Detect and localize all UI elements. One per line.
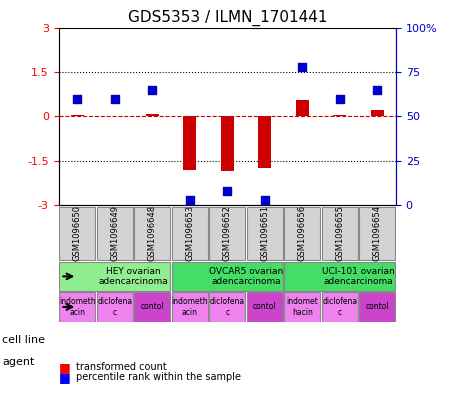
- FancyBboxPatch shape: [59, 292, 95, 321]
- Text: diclofena
c: diclofena c: [210, 297, 245, 317]
- Text: GSM1096654: GSM1096654: [373, 205, 382, 261]
- Text: diclofena
c: diclofena c: [97, 297, 132, 317]
- FancyBboxPatch shape: [134, 292, 170, 321]
- Point: [299, 64, 306, 70]
- Bar: [183, 116, 196, 170]
- Text: indometh
acin: indometh acin: [171, 297, 208, 317]
- Point: [186, 197, 194, 203]
- Text: GSM1096656: GSM1096656: [298, 205, 307, 261]
- Text: indomet
hacin: indomet hacin: [286, 297, 318, 317]
- FancyBboxPatch shape: [359, 207, 395, 260]
- FancyBboxPatch shape: [322, 207, 358, 260]
- Text: GSM1096648: GSM1096648: [148, 205, 157, 261]
- Bar: [371, 110, 384, 116]
- Bar: [258, 116, 271, 168]
- Text: GSM1096649: GSM1096649: [110, 205, 119, 261]
- Bar: [296, 100, 309, 116]
- Text: agent: agent: [2, 356, 35, 367]
- Bar: [220, 116, 234, 171]
- FancyBboxPatch shape: [359, 292, 395, 321]
- Text: contol: contol: [253, 303, 277, 312]
- FancyBboxPatch shape: [97, 292, 133, 321]
- FancyBboxPatch shape: [209, 292, 245, 321]
- FancyBboxPatch shape: [209, 207, 245, 260]
- FancyBboxPatch shape: [172, 207, 208, 260]
- Text: GSM1096651: GSM1096651: [260, 205, 269, 261]
- Title: GDS5353 / ILMN_1701441: GDS5353 / ILMN_1701441: [127, 10, 327, 26]
- FancyBboxPatch shape: [247, 207, 283, 260]
- FancyBboxPatch shape: [172, 262, 283, 291]
- FancyBboxPatch shape: [284, 262, 395, 291]
- Point: [336, 95, 343, 102]
- Bar: [71, 115, 84, 116]
- Text: indometh
acin: indometh acin: [59, 297, 95, 317]
- FancyBboxPatch shape: [59, 262, 170, 291]
- Text: GSM1096652: GSM1096652: [223, 205, 232, 261]
- Point: [261, 197, 268, 203]
- Bar: [146, 114, 159, 116]
- FancyBboxPatch shape: [284, 207, 320, 260]
- FancyBboxPatch shape: [322, 292, 358, 321]
- FancyBboxPatch shape: [97, 207, 133, 260]
- Text: GSM1096650: GSM1096650: [73, 205, 82, 261]
- Text: UCI-101 ovarian
adencarcinoma: UCI-101 ovarian adencarcinoma: [322, 267, 395, 286]
- Text: cell line: cell line: [2, 335, 45, 345]
- Point: [111, 95, 118, 102]
- FancyBboxPatch shape: [172, 292, 208, 321]
- Text: percentile rank within the sample: percentile rank within the sample: [76, 372, 242, 382]
- Bar: [333, 115, 346, 116]
- FancyBboxPatch shape: [284, 292, 320, 321]
- FancyBboxPatch shape: [134, 207, 170, 260]
- Point: [224, 188, 231, 195]
- Text: GSM1096653: GSM1096653: [185, 205, 194, 261]
- Text: HEY ovarian
adencarcinoma: HEY ovarian adencarcinoma: [99, 267, 168, 286]
- Text: OVCAR5 ovarian
adencarcinoma: OVCAR5 ovarian adencarcinoma: [209, 267, 283, 286]
- Text: ■: ■: [58, 361, 70, 374]
- Point: [74, 95, 81, 102]
- Point: [374, 86, 381, 93]
- Text: GSM1096655: GSM1096655: [335, 205, 344, 261]
- Text: diclofena
c: diclofena c: [322, 297, 357, 317]
- Text: contol: contol: [365, 303, 389, 312]
- Text: transformed count: transformed count: [76, 362, 167, 373]
- Text: ■: ■: [58, 371, 70, 384]
- Text: contol: contol: [140, 303, 164, 312]
- FancyBboxPatch shape: [59, 207, 95, 260]
- Point: [148, 86, 156, 93]
- FancyBboxPatch shape: [247, 292, 283, 321]
